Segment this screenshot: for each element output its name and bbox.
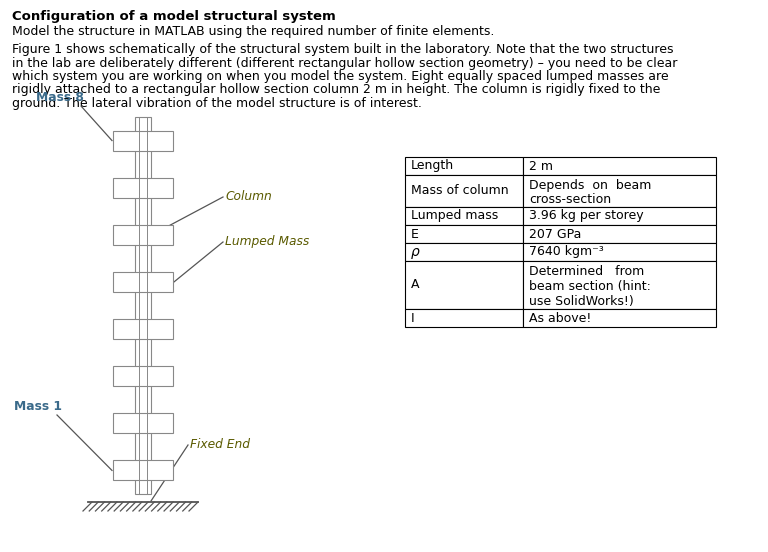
Text: Depends  on  beam: Depends on beam xyxy=(529,179,651,192)
Bar xyxy=(113,225,173,245)
Bar xyxy=(405,175,523,207)
Bar xyxy=(405,225,523,243)
Text: ρ: ρ xyxy=(411,245,420,259)
Text: 207 GPa: 207 GPa xyxy=(529,227,581,241)
Text: Mass 8: Mass 8 xyxy=(36,91,84,104)
Bar xyxy=(405,309,523,327)
Text: Mass 1: Mass 1 xyxy=(14,400,62,413)
Bar xyxy=(523,225,716,243)
Text: As above!: As above! xyxy=(529,311,591,325)
Text: 7640 kgm⁻³: 7640 kgm⁻³ xyxy=(529,246,604,258)
Bar xyxy=(113,460,173,480)
Text: Configuration of a model structural system: Configuration of a model structural syst… xyxy=(12,10,336,23)
Bar xyxy=(405,243,523,261)
Bar xyxy=(113,272,173,292)
Text: ground. The lateral vibration of the model structure is of interest.: ground. The lateral vibration of the mod… xyxy=(12,97,422,110)
Bar xyxy=(113,178,173,198)
Bar xyxy=(405,157,523,175)
Text: 2 m: 2 m xyxy=(529,160,553,172)
Text: Model the structure in MATLAB using the required number of finite elements.: Model the structure in MATLAB using the … xyxy=(12,25,495,38)
Bar xyxy=(113,413,173,433)
Bar xyxy=(113,131,173,151)
Bar xyxy=(135,117,151,494)
Bar xyxy=(523,207,716,225)
Text: Lumped mass: Lumped mass xyxy=(411,210,498,222)
Bar xyxy=(523,309,716,327)
Text: which system you are working on when you model the system. Eight equally spaced : which system you are working on when you… xyxy=(12,70,669,83)
Text: Column: Column xyxy=(225,190,272,204)
Bar xyxy=(405,207,523,225)
Text: beam section (hint:: beam section (hint: xyxy=(529,280,650,293)
Bar xyxy=(113,366,173,386)
Bar xyxy=(523,243,716,261)
Text: 3.96 kg per storey: 3.96 kg per storey xyxy=(529,210,644,222)
Text: Determined   from: Determined from xyxy=(529,266,644,278)
Text: Fixed End: Fixed End xyxy=(190,438,250,452)
Text: I: I xyxy=(411,311,415,325)
Bar xyxy=(523,261,716,309)
Bar xyxy=(113,319,173,339)
Text: Lumped Mass: Lumped Mass xyxy=(225,236,310,248)
Text: rigidly attached to a rectangular hollow section column 2 m in height. The colum: rigidly attached to a rectangular hollow… xyxy=(12,83,660,97)
Text: E: E xyxy=(411,227,419,241)
Bar xyxy=(405,261,523,309)
Text: cross-section: cross-section xyxy=(529,193,611,206)
Text: Length: Length xyxy=(411,160,454,172)
Bar xyxy=(523,157,716,175)
Bar xyxy=(523,175,716,207)
Text: in the lab are deliberately different (different rectangular hollow section geom: in the lab are deliberately different (d… xyxy=(12,56,677,70)
Text: Mass of column: Mass of column xyxy=(411,184,508,198)
Text: Figure 1 shows schematically of the structural system built in the laboratory. N: Figure 1 shows schematically of the stru… xyxy=(12,43,674,56)
Text: A: A xyxy=(411,279,419,291)
Text: use SolidWorks!): use SolidWorks!) xyxy=(529,295,634,307)
